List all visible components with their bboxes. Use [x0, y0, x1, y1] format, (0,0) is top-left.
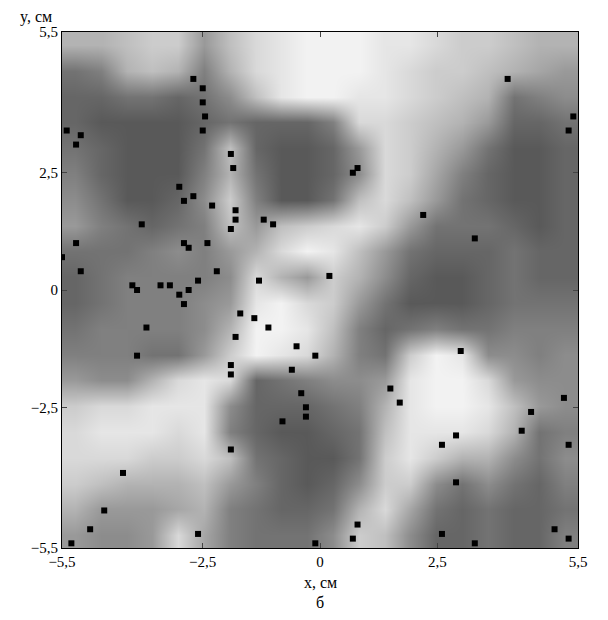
svg-text:2,5: 2,5 — [428, 554, 447, 570]
svg-text:−5,5: −5,5 — [48, 554, 75, 570]
svg-text:б: б — [316, 594, 324, 611]
svg-text:5,5: 5,5 — [569, 554, 588, 570]
svg-text:x, см: x, см — [304, 574, 337, 591]
svg-text:0: 0 — [51, 282, 59, 298]
svg-text:−2,5: −2,5 — [31, 400, 58, 416]
svg-text:0: 0 — [316, 554, 324, 570]
svg-text:−2,5: −2,5 — [189, 554, 216, 570]
svg-text:2,5: 2,5 — [39, 165, 58, 181]
svg-text:5,5: 5,5 — [39, 24, 58, 40]
svg-text:−5,5: −5,5 — [31, 540, 58, 556]
svg-text:y, см: y, см — [20, 8, 52, 26]
